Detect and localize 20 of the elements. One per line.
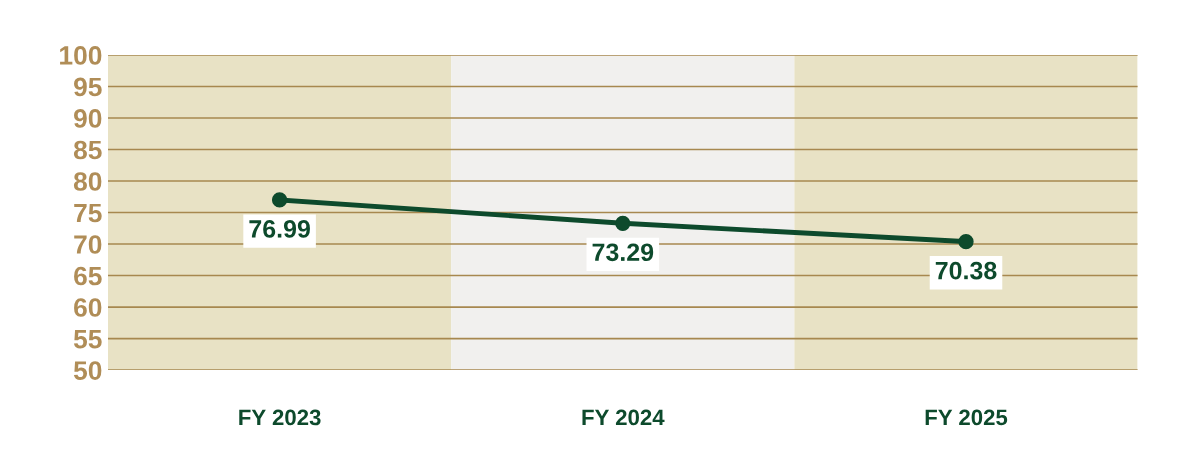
- y-tick-label: 75: [74, 203, 102, 223]
- y-tick-label: 90: [74, 109, 102, 128]
- point: [271, 192, 288, 208]
- data-label: 76.99: [249, 220, 310, 238]
- point: [958, 233, 974, 250]
- y-tick-label: 80: [73, 172, 102, 191]
- y-tick-label: 100: [60, 46, 102, 65]
- data-label: 70.38: [935, 261, 997, 280]
- y-tick-label: 50: [73, 361, 102, 380]
- y-tick-label: 85: [73, 140, 102, 160]
- x-tick-label: FY 2024: [582, 409, 665, 426]
- y-tick-label: 65: [74, 266, 102, 286]
- data-label: 73.29: [592, 243, 654, 262]
- point: [615, 215, 631, 231]
- y-tick-label: 70: [74, 235, 102, 254]
- y-tick-label: 95: [74, 77, 102, 97]
- x-tick-label: FY 2025: [925, 409, 1008, 426]
- y-tick-label: 60: [74, 298, 102, 317]
- y-tick-label: 55: [73, 329, 102, 349]
- x-tick-label: FY 2023: [239, 409, 321, 426]
